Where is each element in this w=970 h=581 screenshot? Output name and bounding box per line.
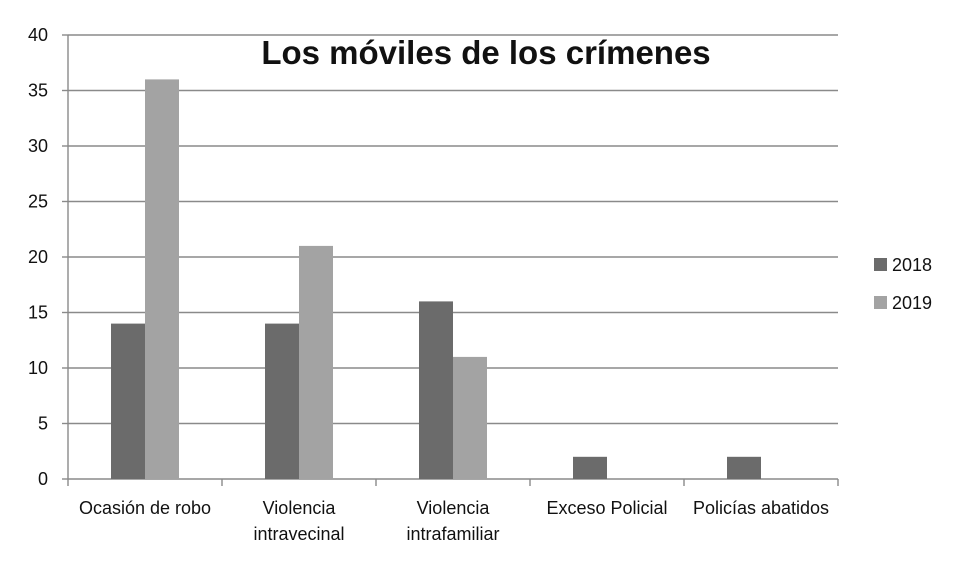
y-tick-label: 20 [28,247,48,267]
bar-2019-1 [299,245,333,479]
y-tick-label: 25 [28,192,48,212]
y-tick-label: 5 [38,414,48,434]
x-category-label: Policías abatidos [693,498,829,518]
x-category-label: Violencia intravecinal [253,498,344,544]
legend-label-2018: 2018 [892,255,932,275]
x-category-label-line: intravecinal [253,524,344,544]
x-category-label: Exceso Policial [546,498,667,518]
x-category-label-line: Violencia [417,498,491,518]
x-category-label-line: Ocasión de robo [79,498,211,518]
bar-2018-4 [727,456,761,479]
x-category-label-line: Policías abatidos [693,498,829,518]
legend: 2018 2019 [874,255,932,313]
y-tick-labels: 0 5 10 15 20 25 30 35 40 [28,25,48,489]
y-tick-label: 10 [28,358,48,378]
axes [62,34,839,486]
legend-swatch-2019 [874,296,887,309]
y-tick-label: 30 [28,136,48,156]
bar-2019-0 [145,79,179,480]
x-category-label-line: Violencia [263,498,337,518]
legend-label-2019: 2019 [892,293,932,313]
bar-2019-2 [453,356,487,479]
bar-2018-2 [419,301,453,479]
y-tick-label: 15 [28,303,48,323]
y-tick-label: 40 [28,25,48,45]
bar-2018-3 [573,456,607,479]
legend-swatch-2018 [874,258,887,271]
bar-2018-0 [111,323,145,479]
y-tick-label: 0 [38,469,48,489]
x-category-label: Ocasión de robo [79,498,211,518]
x-category-label: Violencia intrafamiliar [406,498,499,544]
category-labels: Ocasión de robo Violencia intravecinalViol… [79,498,829,544]
chart-title: Los móviles de los crímenes [261,34,710,71]
x-category-label-line: Exceso Policial [546,498,667,518]
x-category-label-line: intrafamiliar [406,524,499,544]
y-tick-label: 35 [28,81,48,101]
bar-2018-1 [265,323,299,479]
bars [111,79,761,480]
